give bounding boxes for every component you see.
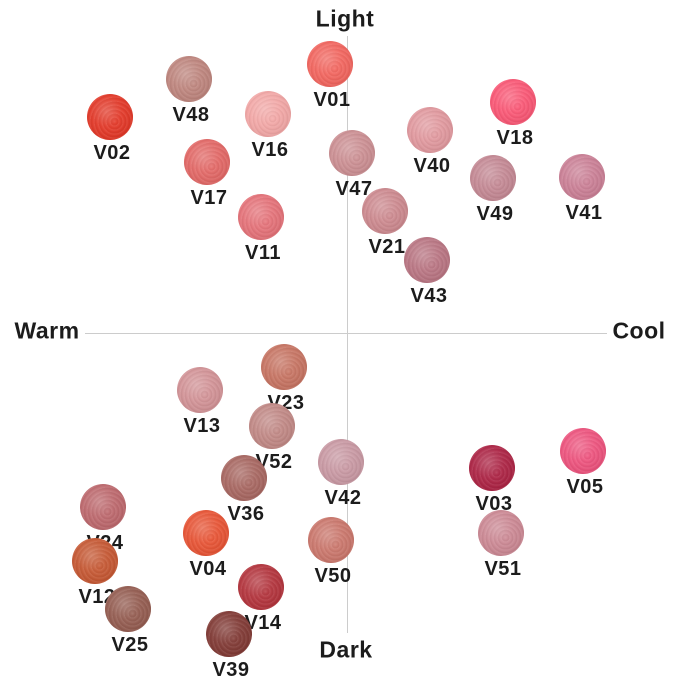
shade-swatch-v11 [238, 194, 284, 240]
shade-swatch-v03 [469, 445, 515, 491]
shade-swatch-v47 [329, 130, 375, 176]
shade-label-v02: V02 [93, 142, 131, 164]
shade-swatch-v43 [404, 237, 450, 283]
shade-label-v16: V16 [251, 139, 289, 161]
axis-label-light: Light [315, 5, 375, 32]
shade-label-v42: V42 [324, 487, 362, 509]
shade-label-v50: V50 [314, 565, 352, 587]
shade-label-v48: V48 [172, 104, 210, 126]
shade-swatch-v21 [362, 188, 408, 234]
shade-label-v17: V17 [190, 187, 228, 209]
shade-swatch-v51 [478, 510, 524, 556]
shade-label-v25: V25 [111, 634, 149, 656]
shade-swatch-v05 [560, 428, 606, 474]
shade-label-v05: V05 [566, 476, 604, 498]
shade-label-v41: V41 [565, 202, 603, 224]
shade-swatch-v48 [166, 56, 212, 102]
shade-swatch-v41 [559, 154, 605, 200]
shade-swatch-v01 [307, 41, 353, 87]
shade-label-v40: V40 [413, 155, 451, 177]
shade-label-v43: V43 [410, 285, 448, 307]
shade-label-v18: V18 [496, 127, 534, 149]
axis-label-warm: Warm [14, 317, 80, 344]
shade-label-v11: V11 [245, 242, 281, 264]
shade-label-v04: V04 [189, 558, 227, 580]
axis-label-dark: Dark [319, 636, 373, 663]
shade-swatch-v23 [261, 344, 307, 390]
shade-swatch-v39 [206, 611, 252, 657]
shade-swatch-v02 [87, 94, 133, 140]
shade-swatch-v18 [490, 79, 536, 125]
shade-label-v21: V21 [368, 236, 406, 258]
shade-swatch-v50 [308, 517, 354, 563]
shade-label-v47: V47 [335, 178, 373, 200]
shade-swatch-v12 [72, 538, 118, 584]
shade-label-v36: V36 [227, 503, 265, 525]
shade-swatch-v42 [318, 439, 364, 485]
shade-label-v13: V13 [183, 415, 221, 437]
warm-cool-axis-line [85, 333, 607, 334]
axis-label-cool: Cool [612, 317, 666, 344]
light-dark-axis-line [347, 36, 348, 633]
shade-swatch-v40 [407, 107, 453, 153]
shade-swatch-v13 [177, 367, 223, 413]
shade-swatch-v49 [470, 155, 516, 201]
shade-label-v49: V49 [476, 203, 514, 225]
shade-label-v01: V01 [313, 89, 351, 111]
shade-swatch-v16 [245, 91, 291, 137]
shade-swatch-v14 [238, 564, 284, 610]
shade-swatch-v04 [183, 510, 229, 556]
shade-swatch-v17 [184, 139, 230, 185]
shade-swatch-v52 [249, 403, 295, 449]
shade-label-v03: V03 [475, 493, 513, 515]
shade-label-v51: V51 [484, 558, 522, 580]
shade-swatch-v36 [221, 455, 267, 501]
shade-label-v39: V39 [212, 659, 250, 679]
shade-label-v14: V14 [244, 612, 282, 634]
shade-swatch-v25 [105, 586, 151, 632]
shade-swatch-v24 [80, 484, 126, 530]
